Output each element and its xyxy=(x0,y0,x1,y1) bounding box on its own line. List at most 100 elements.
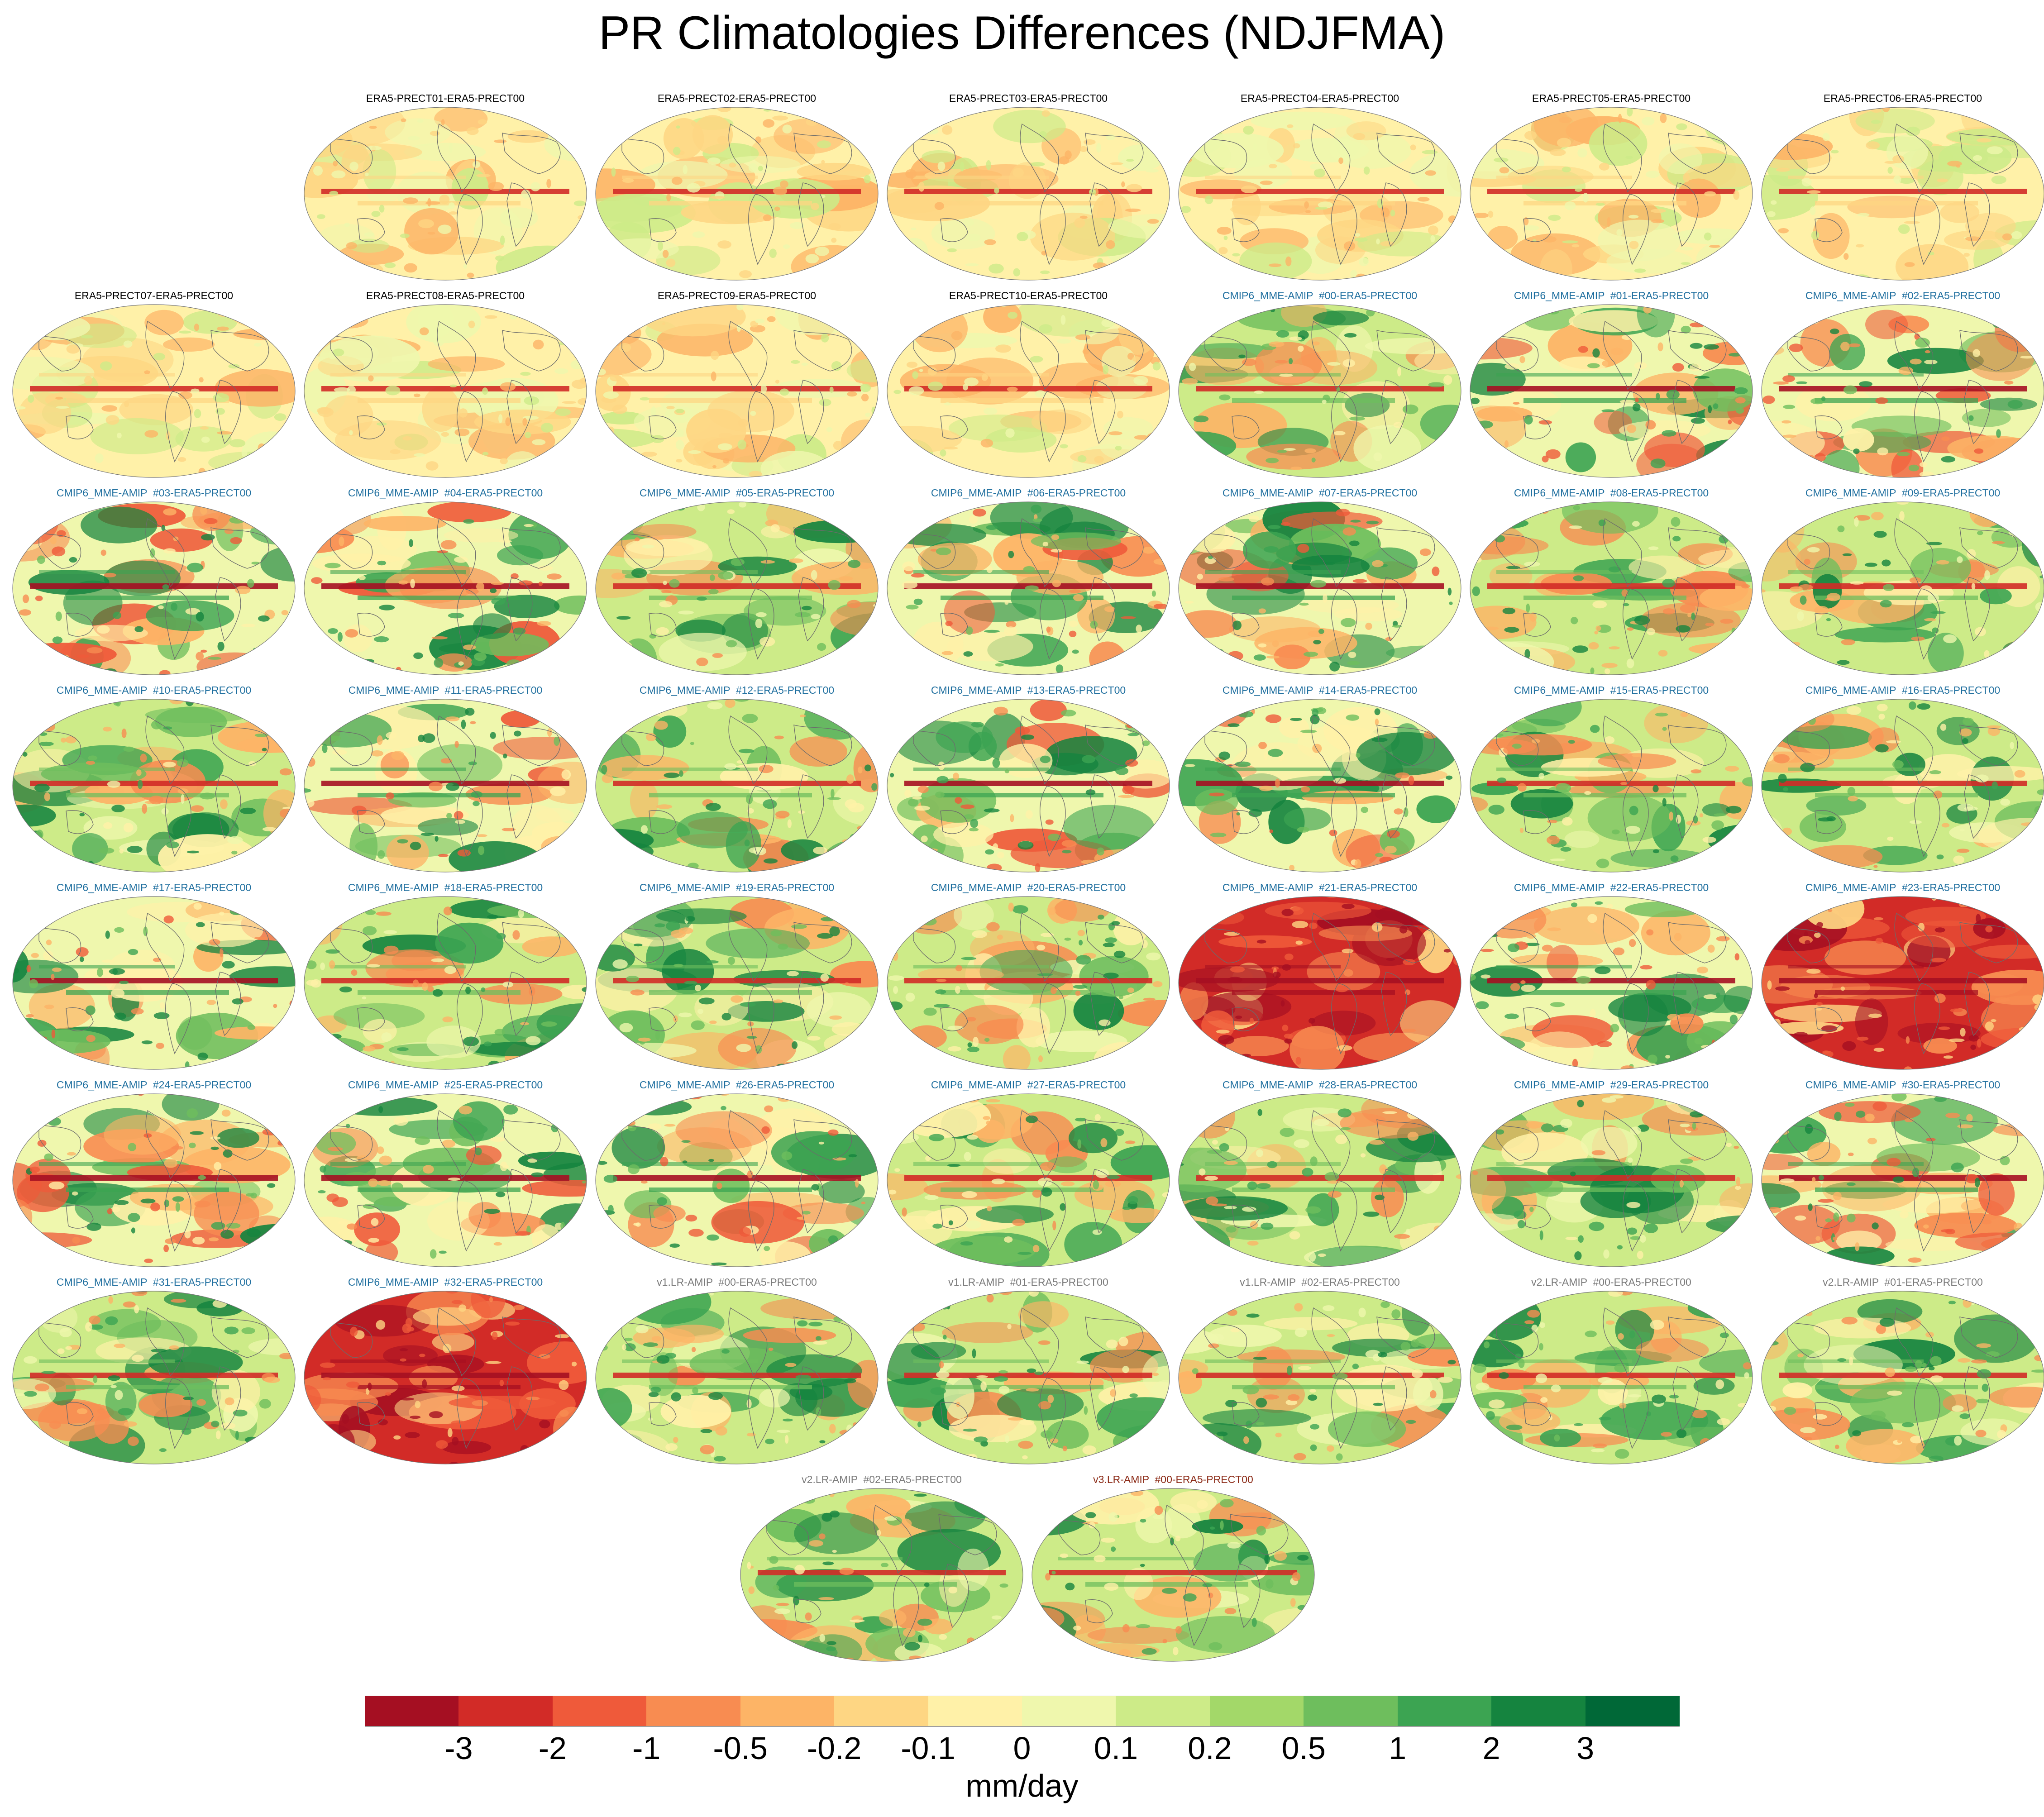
map-area xyxy=(740,1487,1024,1665)
map-panel: v2.LR-AMIP #00-ERA5-PRECT00 xyxy=(1466,1274,1757,1469)
precip-map xyxy=(1761,501,2044,675)
colorbar xyxy=(365,1696,1680,1726)
map-area xyxy=(595,698,879,876)
map-panel: CMIP6_MME-AMIP #07-ERA5-PRECT00 xyxy=(1174,485,1466,680)
colorbar-tick-label: -1 xyxy=(632,1731,661,1766)
map-area xyxy=(303,1290,587,1468)
precip-map xyxy=(595,107,879,281)
map-panel: CMIP6_MME-AMIP #05-ERA5-PRECT00 xyxy=(591,485,883,680)
map-area xyxy=(12,501,296,678)
colorbar-swatch xyxy=(1116,1696,1210,1726)
colorbar-swatch xyxy=(365,1696,459,1726)
map-area xyxy=(1469,106,1753,284)
figure-title: PR Climatologies Differences (NDJFMA) xyxy=(598,7,1446,59)
map-area xyxy=(303,698,587,876)
map-area xyxy=(12,1290,296,1468)
map-panel: CMIP6_MME-AMIP #24-ERA5-PRECT00 xyxy=(8,1077,300,1272)
panel-title: CMIP6_MME-AMIP #11-ERA5-PRECT00 xyxy=(348,684,543,696)
precip-map xyxy=(304,304,587,478)
panel-title: ERA5-PRECT02-ERA5-PRECT00 xyxy=(657,92,817,104)
map-panel: CMIP6_MME-AMIP #08-ERA5-PRECT00 xyxy=(1466,485,1757,680)
panel-title: CMIP6_MME-AMIP #21-ERA5-PRECT00 xyxy=(1222,882,1418,893)
map-area xyxy=(1178,698,1462,876)
panel-title: v1.LR-AMIP #02-ERA5-PRECT00 xyxy=(1240,1276,1400,1288)
map-area xyxy=(886,895,1170,1073)
precip-map xyxy=(1178,699,1461,873)
map-area xyxy=(595,895,879,1073)
panel-title: CMIP6_MME-AMIP #29-ERA5-PRECT00 xyxy=(1514,1079,1709,1091)
colorbar-tick-label: 0 xyxy=(1013,1731,1031,1766)
map-panel: CMIP6_MME-AMIP #20-ERA5-PRECT00 xyxy=(883,880,1174,1074)
precip-map xyxy=(1178,107,1461,281)
precip-map xyxy=(595,1291,879,1464)
map-area xyxy=(303,303,587,481)
map-panel: CMIP6_MME-AMIP #23-ERA5-PRECT00 xyxy=(1757,880,2044,1074)
map-panel: ERA5-PRECT05-ERA5-PRECT00 xyxy=(1466,91,1757,285)
map-panel: CMIP6_MME-AMIP #19-ERA5-PRECT00 xyxy=(591,880,883,1074)
panel-title: CMIP6_MME-AMIP #08-ERA5-PRECT00 xyxy=(1514,487,1709,499)
map-panel: CMIP6_MME-AMIP #11-ERA5-PRECT00 xyxy=(300,682,591,877)
precip-map xyxy=(1178,1291,1461,1464)
precip-map xyxy=(304,896,587,1070)
panel-title: v2.LR-AMIP #02-ERA5-PRECT00 xyxy=(802,1474,962,1485)
map-area xyxy=(1761,1290,2044,1468)
precip-map xyxy=(1178,304,1461,478)
precip-map xyxy=(304,699,587,873)
colorbar-swatch xyxy=(1022,1696,1117,1726)
panel-title: CMIP6_MME-AMIP #13-ERA5-PRECT00 xyxy=(931,684,1126,696)
panel-title: CMIP6_MME-AMIP #18-ERA5-PRECT00 xyxy=(348,882,543,893)
panel-title: CMIP6_MME-AMIP #04-ERA5-PRECT00 xyxy=(348,487,543,499)
map-panel: ERA5-PRECT04-ERA5-PRECT00 xyxy=(1174,91,1466,285)
panel-title: v1.LR-AMIP #00-ERA5-PRECT00 xyxy=(657,1276,817,1288)
map-panel: CMIP6_MME-AMIP #22-ERA5-PRECT00 xyxy=(1466,880,1757,1074)
precip-map xyxy=(1178,1093,1461,1267)
precip-map xyxy=(740,1488,1023,1662)
panel-title: CMIP6_MME-AMIP #26-ERA5-PRECT00 xyxy=(639,1079,835,1091)
map-area xyxy=(1469,1092,1753,1270)
colorbar-swatch xyxy=(1304,1696,1398,1726)
map-panel: v1.LR-AMIP #02-ERA5-PRECT00 xyxy=(1174,1274,1466,1469)
precip-map xyxy=(12,1291,296,1464)
panel-title: ERA5-PRECT10-ERA5-PRECT00 xyxy=(949,290,1108,301)
map-panel: CMIP6_MME-AMIP #32-ERA5-PRECT00 xyxy=(300,1274,591,1469)
colorbar-swatch xyxy=(552,1696,647,1726)
map-panel: ERA5-PRECT10-ERA5-PRECT00 xyxy=(883,288,1174,482)
panel-grid: ERA5-PRECT01-ERA5-PRECT00 ERA5-PRECT02-ER… xyxy=(8,91,2044,1666)
map-panel: v1.LR-AMIP #00-ERA5-PRECT00 xyxy=(591,1274,883,1469)
map-area xyxy=(12,698,296,876)
colorbar-swatch xyxy=(1209,1696,1304,1726)
map-panel: CMIP6_MME-AMIP #01-ERA5-PRECT00 xyxy=(1466,288,1757,482)
map-area xyxy=(1178,1092,1462,1270)
map-panel: v3.LR-AMIP #00-ERA5-PRECT00 xyxy=(1027,1472,1319,1666)
map-area xyxy=(1469,698,1753,876)
panel-title: CMIP6_MME-AMIP #19-ERA5-PRECT00 xyxy=(639,882,835,893)
panel-title: CMIP6_MME-AMIP #31-ERA5-PRECT00 xyxy=(56,1276,252,1288)
map-panel: CMIP6_MME-AMIP #30-ERA5-PRECT00 xyxy=(1757,1077,2044,1272)
map-area xyxy=(595,501,879,678)
map-panel: ERA5-PRECT08-ERA5-PRECT00 xyxy=(300,288,591,482)
map-panel: ERA5-PRECT06-ERA5-PRECT00 xyxy=(1757,91,2044,285)
map-area xyxy=(303,895,587,1073)
map-panel: ERA5-PRECT03-ERA5-PRECT00 xyxy=(883,91,1174,285)
map-area xyxy=(1761,698,2044,876)
precip-map xyxy=(304,1093,587,1267)
map-panel: CMIP6_MME-AMIP #16-ERA5-PRECT00 xyxy=(1757,682,2044,877)
panel-title: v1.LR-AMIP #01-ERA5-PRECT00 xyxy=(948,1276,1108,1288)
panel-title: ERA5-PRECT06-ERA5-PRECT00 xyxy=(1823,92,1982,104)
panel-title: CMIP6_MME-AMIP #09-ERA5-PRECT00 xyxy=(1805,487,2001,499)
precip-map xyxy=(595,896,879,1070)
precip-map xyxy=(1178,501,1461,675)
map-area xyxy=(1761,895,2044,1073)
panel-title: v2.LR-AMIP #00-ERA5-PRECT00 xyxy=(1531,1276,1691,1288)
map-area xyxy=(886,106,1170,284)
precip-map xyxy=(1470,1291,1753,1464)
panel-title: ERA5-PRECT08-ERA5-PRECT00 xyxy=(366,290,525,301)
panel-title: v3.LR-AMIP #00-ERA5-PRECT00 xyxy=(1093,1474,1253,1485)
precip-map xyxy=(304,501,587,675)
colorbar-tick-label: 3 xyxy=(1576,1731,1595,1766)
precip-map xyxy=(595,501,879,675)
colorbar-tick-label: 2 xyxy=(1482,1731,1500,1766)
map-panel: CMIP6_MME-AMIP #18-ERA5-PRECT00 xyxy=(300,880,591,1074)
precip-map xyxy=(1761,699,2044,873)
panel-title: CMIP6_MME-AMIP #12-ERA5-PRECT00 xyxy=(639,684,835,696)
